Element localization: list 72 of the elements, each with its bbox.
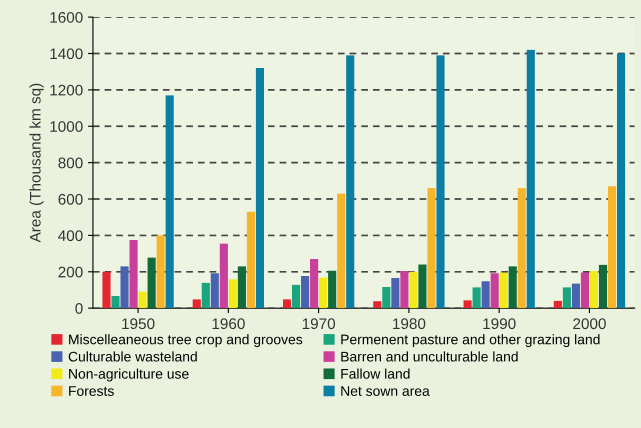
bar (228, 279, 237, 308)
bar (156, 235, 165, 308)
y-tick-label: 1600 (50, 12, 83, 23)
bar (616, 54, 626, 308)
legend-label: Barren and unculturable land (341, 351, 518, 362)
x-tick-label: 2000 (573, 318, 606, 330)
bar (382, 287, 390, 308)
bar (608, 186, 616, 308)
legend-label: Miscelleaneous tree crop and grooves (69, 334, 302, 348)
bar (238, 266, 246, 308)
y-tick-label: 800 (58, 158, 83, 168)
bar (319, 278, 328, 308)
x-tick-label: 1990 (483, 318, 516, 330)
legend-label: Culturable wasteland (68, 351, 197, 362)
bar (138, 292, 147, 308)
y-tick-label: 1200 (50, 84, 83, 96)
x-tick-label: 1950 (122, 318, 154, 330)
bar (436, 55, 445, 308)
bar (148, 258, 156, 308)
bar (220, 244, 228, 308)
legend-label: Net sown area (341, 386, 430, 396)
y-axis-title: Area (Thousand km sq) (29, 84, 44, 242)
bar (508, 266, 517, 308)
bar (472, 287, 481, 308)
x-tick-label: 1980 (393, 318, 426, 330)
x-tick-label: 1970 (302, 318, 336, 330)
bar (572, 284, 580, 308)
bar (292, 284, 300, 308)
bar (464, 300, 472, 308)
bar (562, 287, 571, 308)
y-tick-label: 600 (58, 194, 83, 205)
bar (590, 271, 598, 308)
bar (500, 272, 508, 308)
y-tick-label: 0 (75, 303, 83, 314)
bar (418, 264, 427, 308)
y-tick-label: 400 (58, 230, 83, 242)
bar (166, 95, 174, 308)
bar (427, 188, 436, 308)
bar (328, 270, 336, 308)
bar (246, 212, 255, 308)
legend-label: Forests (69, 386, 114, 396)
bar (210, 273, 219, 308)
y-tick-label: 200 (58, 266, 83, 278)
bar (192, 299, 201, 308)
bar (391, 278, 400, 308)
bar (373, 301, 382, 308)
bar (409, 272, 418, 308)
bar (111, 296, 120, 308)
bar (282, 299, 292, 308)
bar (256, 68, 264, 308)
y-tick-label: 1000 (50, 121, 83, 132)
bar (580, 272, 589, 308)
bar (346, 55, 354, 308)
x-tick-label: 1960 (212, 318, 245, 330)
bar (202, 282, 210, 308)
bar (526, 50, 535, 308)
bar (310, 259, 318, 308)
bar (337, 194, 346, 308)
bar (102, 272, 111, 308)
bar (482, 281, 490, 308)
bar (301, 276, 310, 308)
bar (554, 300, 562, 308)
bar (120, 266, 129, 308)
bar (598, 264, 608, 308)
bar (490, 273, 499, 308)
y-tick-label: 1400 (50, 48, 83, 60)
bar (518, 188, 526, 308)
bar (400, 271, 408, 308)
legend-label: Permenent pasture and other grazing land (341, 334, 600, 348)
bar (130, 240, 138, 308)
legend-label: Non-agriculture use (69, 368, 189, 382)
legend-label: Fallow land (341, 368, 410, 379)
